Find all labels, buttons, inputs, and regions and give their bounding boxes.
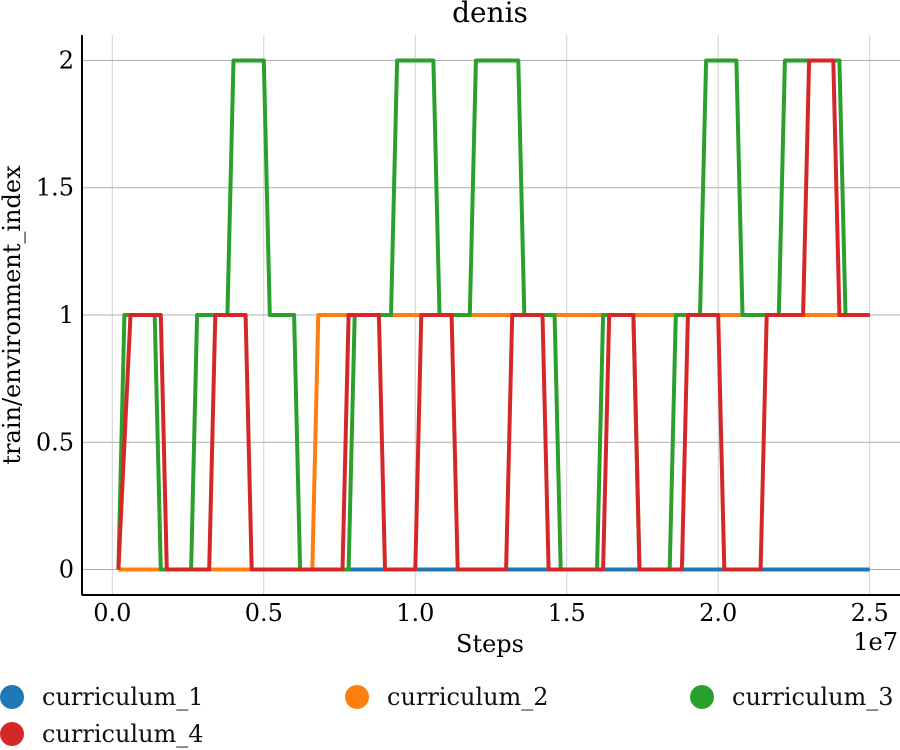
x-tick-label: 0.0 — [93, 599, 131, 627]
y-tick-label: 2 — [59, 46, 74, 74]
x-tick-label: 0.5 — [245, 599, 283, 627]
legend-item-curriculum_1: curriculum_1 — [0, 683, 204, 711]
x-tick-label: 1.5 — [548, 599, 586, 627]
x-tick-label: 1.0 — [396, 599, 434, 627]
y-tick-label: 1.5 — [36, 174, 74, 202]
axes — [81, 35, 900, 596]
tick-labels: 0.0 0.5 1.0 1.5 2.0 2.5 0 0.5 1 1.5 2 — [36, 46, 889, 627]
chart-title: denis — [452, 0, 528, 29]
legend-swatch — [0, 685, 24, 709]
legend-item-curriculum_4: curriculum_4 — [0, 720, 204, 748]
legend-item-curriculum_3: curriculum_3 — [690, 683, 894, 711]
y-tick-label: 0 — [59, 556, 74, 584]
legend-item-curriculum_2: curriculum_2 — [345, 683, 549, 711]
legend-label: curriculum_3 — [732, 683, 894, 711]
x-axis-exponent-label: 1e7 — [853, 628, 898, 656]
legend-label: curriculum_4 — [42, 720, 204, 748]
series-lines — [116, 58, 870, 572]
legend-label: curriculum_2 — [387, 683, 549, 711]
series-line-curriculum_4 — [116, 58, 870, 572]
series-line-curriculum_3 — [116, 58, 870, 572]
y-axis-label: train/environment_index — [0, 165, 26, 465]
legend-swatch — [345, 685, 369, 709]
y-tick-label: 1 — [59, 301, 74, 329]
legend-swatch — [0, 722, 24, 746]
legend-label: curriculum_1 — [42, 683, 204, 711]
y-tick-label: 0.5 — [36, 428, 74, 456]
x-tick-label: 2.5 — [851, 599, 889, 627]
x-axis-label: Steps — [456, 630, 524, 658]
line-chart: 0.0 0.5 1.0 1.5 2.0 2.500.511.52 denis Steps … — [0, 0, 900, 658]
x-tick-label: 2.0 — [699, 599, 737, 627]
series-line-curriculum_2 — [118, 313, 870, 572]
legend-swatch — [690, 685, 714, 709]
